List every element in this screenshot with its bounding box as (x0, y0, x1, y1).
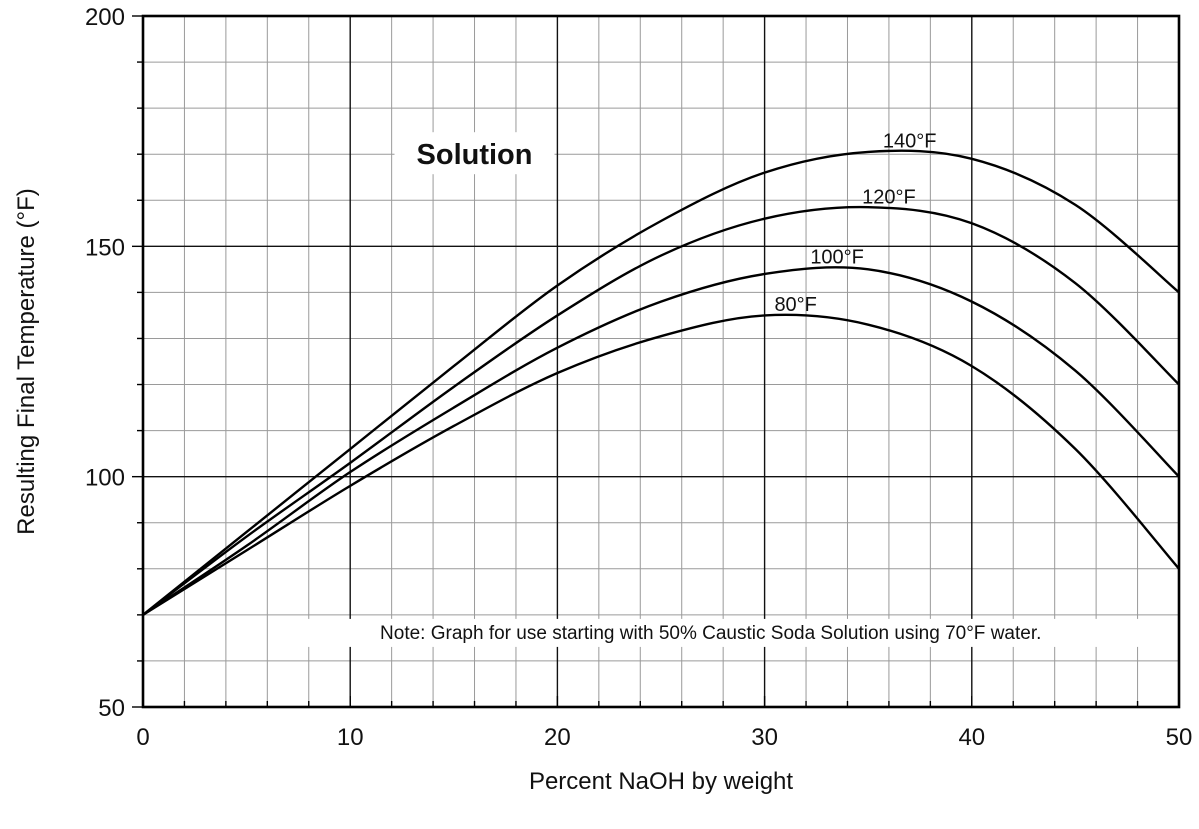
x-tick-label: 30 (751, 724, 778, 751)
x-axis-tick-labels: 0 10 20 30 40 50 (136, 724, 1192, 751)
x-tick-label: 40 (958, 724, 985, 751)
y-axis-title: Resulting Final Temperature (°F) (13, 188, 40, 535)
minor-grid (143, 16, 1179, 707)
x-tick-label: 10 (337, 724, 364, 751)
x-tick-label: 20 (544, 724, 571, 751)
chart-title: Solution (417, 139, 533, 171)
series-label: 100°F (810, 247, 864, 269)
series-curves (142, 149, 1180, 616)
series-label: 120°F (862, 186, 916, 208)
series-label: 80°F (774, 294, 816, 316)
series-label: 140°F (883, 131, 937, 153)
series-line-80 (142, 313, 1180, 616)
x-tick-label: 50 (1166, 724, 1193, 751)
title-background (394, 132, 555, 175)
note-background (270, 618, 1151, 647)
axis-ticks (132, 15, 1180, 708)
y-tick-label: 50 (98, 695, 125, 722)
series-labels: 80°F 100°F 120°F 140°F (774, 131, 936, 317)
y-axis-tick-labels: 50 100 150 200 (85, 4, 125, 722)
y-tick-label: 100 (85, 465, 125, 492)
x-tick-label: 0 (136, 724, 149, 751)
series-line-120 (142, 205, 1180, 616)
chart-note: Note: Graph for use starting with 50% Ca… (380, 623, 1041, 644)
x-axis-title: Percent NaOH by weight (529, 768, 793, 795)
y-tick-label: 200 (85, 4, 125, 31)
series-line-140 (142, 149, 1180, 616)
series-line-100 (142, 266, 1180, 616)
major-grid (142, 15, 1180, 708)
y-tick-label: 150 (85, 234, 125, 261)
plot-frame (141, 14, 1181, 709)
